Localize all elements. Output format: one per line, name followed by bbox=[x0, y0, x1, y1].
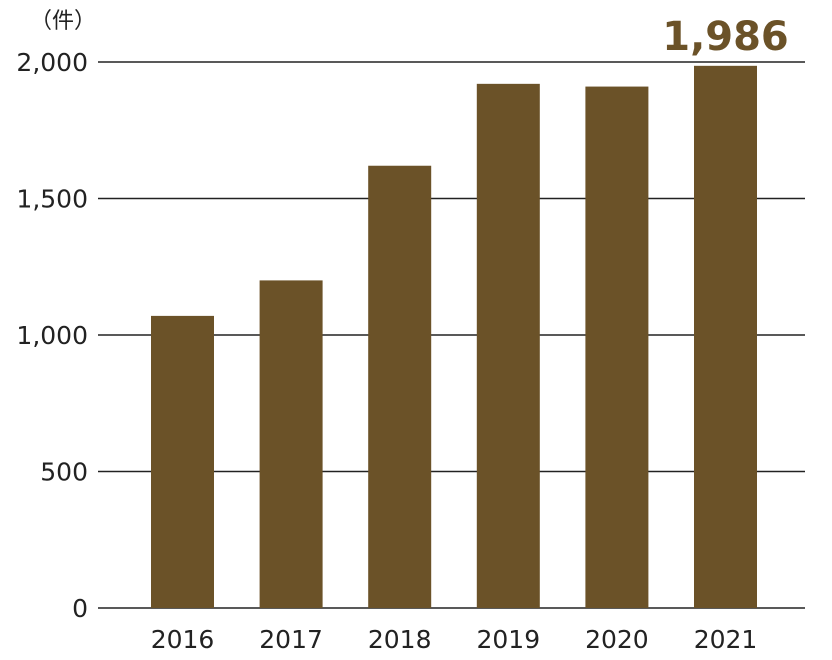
y-axis-unit-label: （件） bbox=[30, 9, 96, 34]
x-category-label-2016: 2016 bbox=[151, 625, 215, 654]
x-category-label-2017: 2017 bbox=[259, 625, 323, 654]
bar-2017 bbox=[259, 280, 323, 608]
gridlines bbox=[98, 61, 805, 609]
y-tick-label: 0 bbox=[72, 594, 88, 623]
data-label-2021: 1,986 bbox=[662, 14, 789, 60]
y-tick-label: 1,500 bbox=[16, 185, 88, 214]
bar-2021 bbox=[694, 65, 757, 608]
y-axis-tick-labels: 0 500 1,000 1,500 2,000 bbox=[16, 48, 88, 623]
y-tick-label: 1,000 bbox=[16, 321, 88, 350]
y-tick-label: 2,000 bbox=[16, 48, 88, 77]
x-category-label-2018: 2018 bbox=[368, 625, 432, 654]
x-category-label-2020: 2020 bbox=[585, 625, 649, 654]
bar-2016 bbox=[151, 315, 214, 608]
bar-2019 bbox=[476, 83, 540, 609]
bar-2018 bbox=[368, 165, 432, 609]
x-category-label-2021: 2021 bbox=[694, 625, 758, 654]
x-axis-category-labels: 2016 2017 2018 2019 2020 2021 bbox=[151, 625, 758, 654]
bars bbox=[151, 65, 757, 609]
bar-2020 bbox=[585, 86, 649, 608]
y-tick-label: 500 bbox=[40, 458, 88, 487]
x-category-label-2019: 2019 bbox=[476, 625, 540, 654]
